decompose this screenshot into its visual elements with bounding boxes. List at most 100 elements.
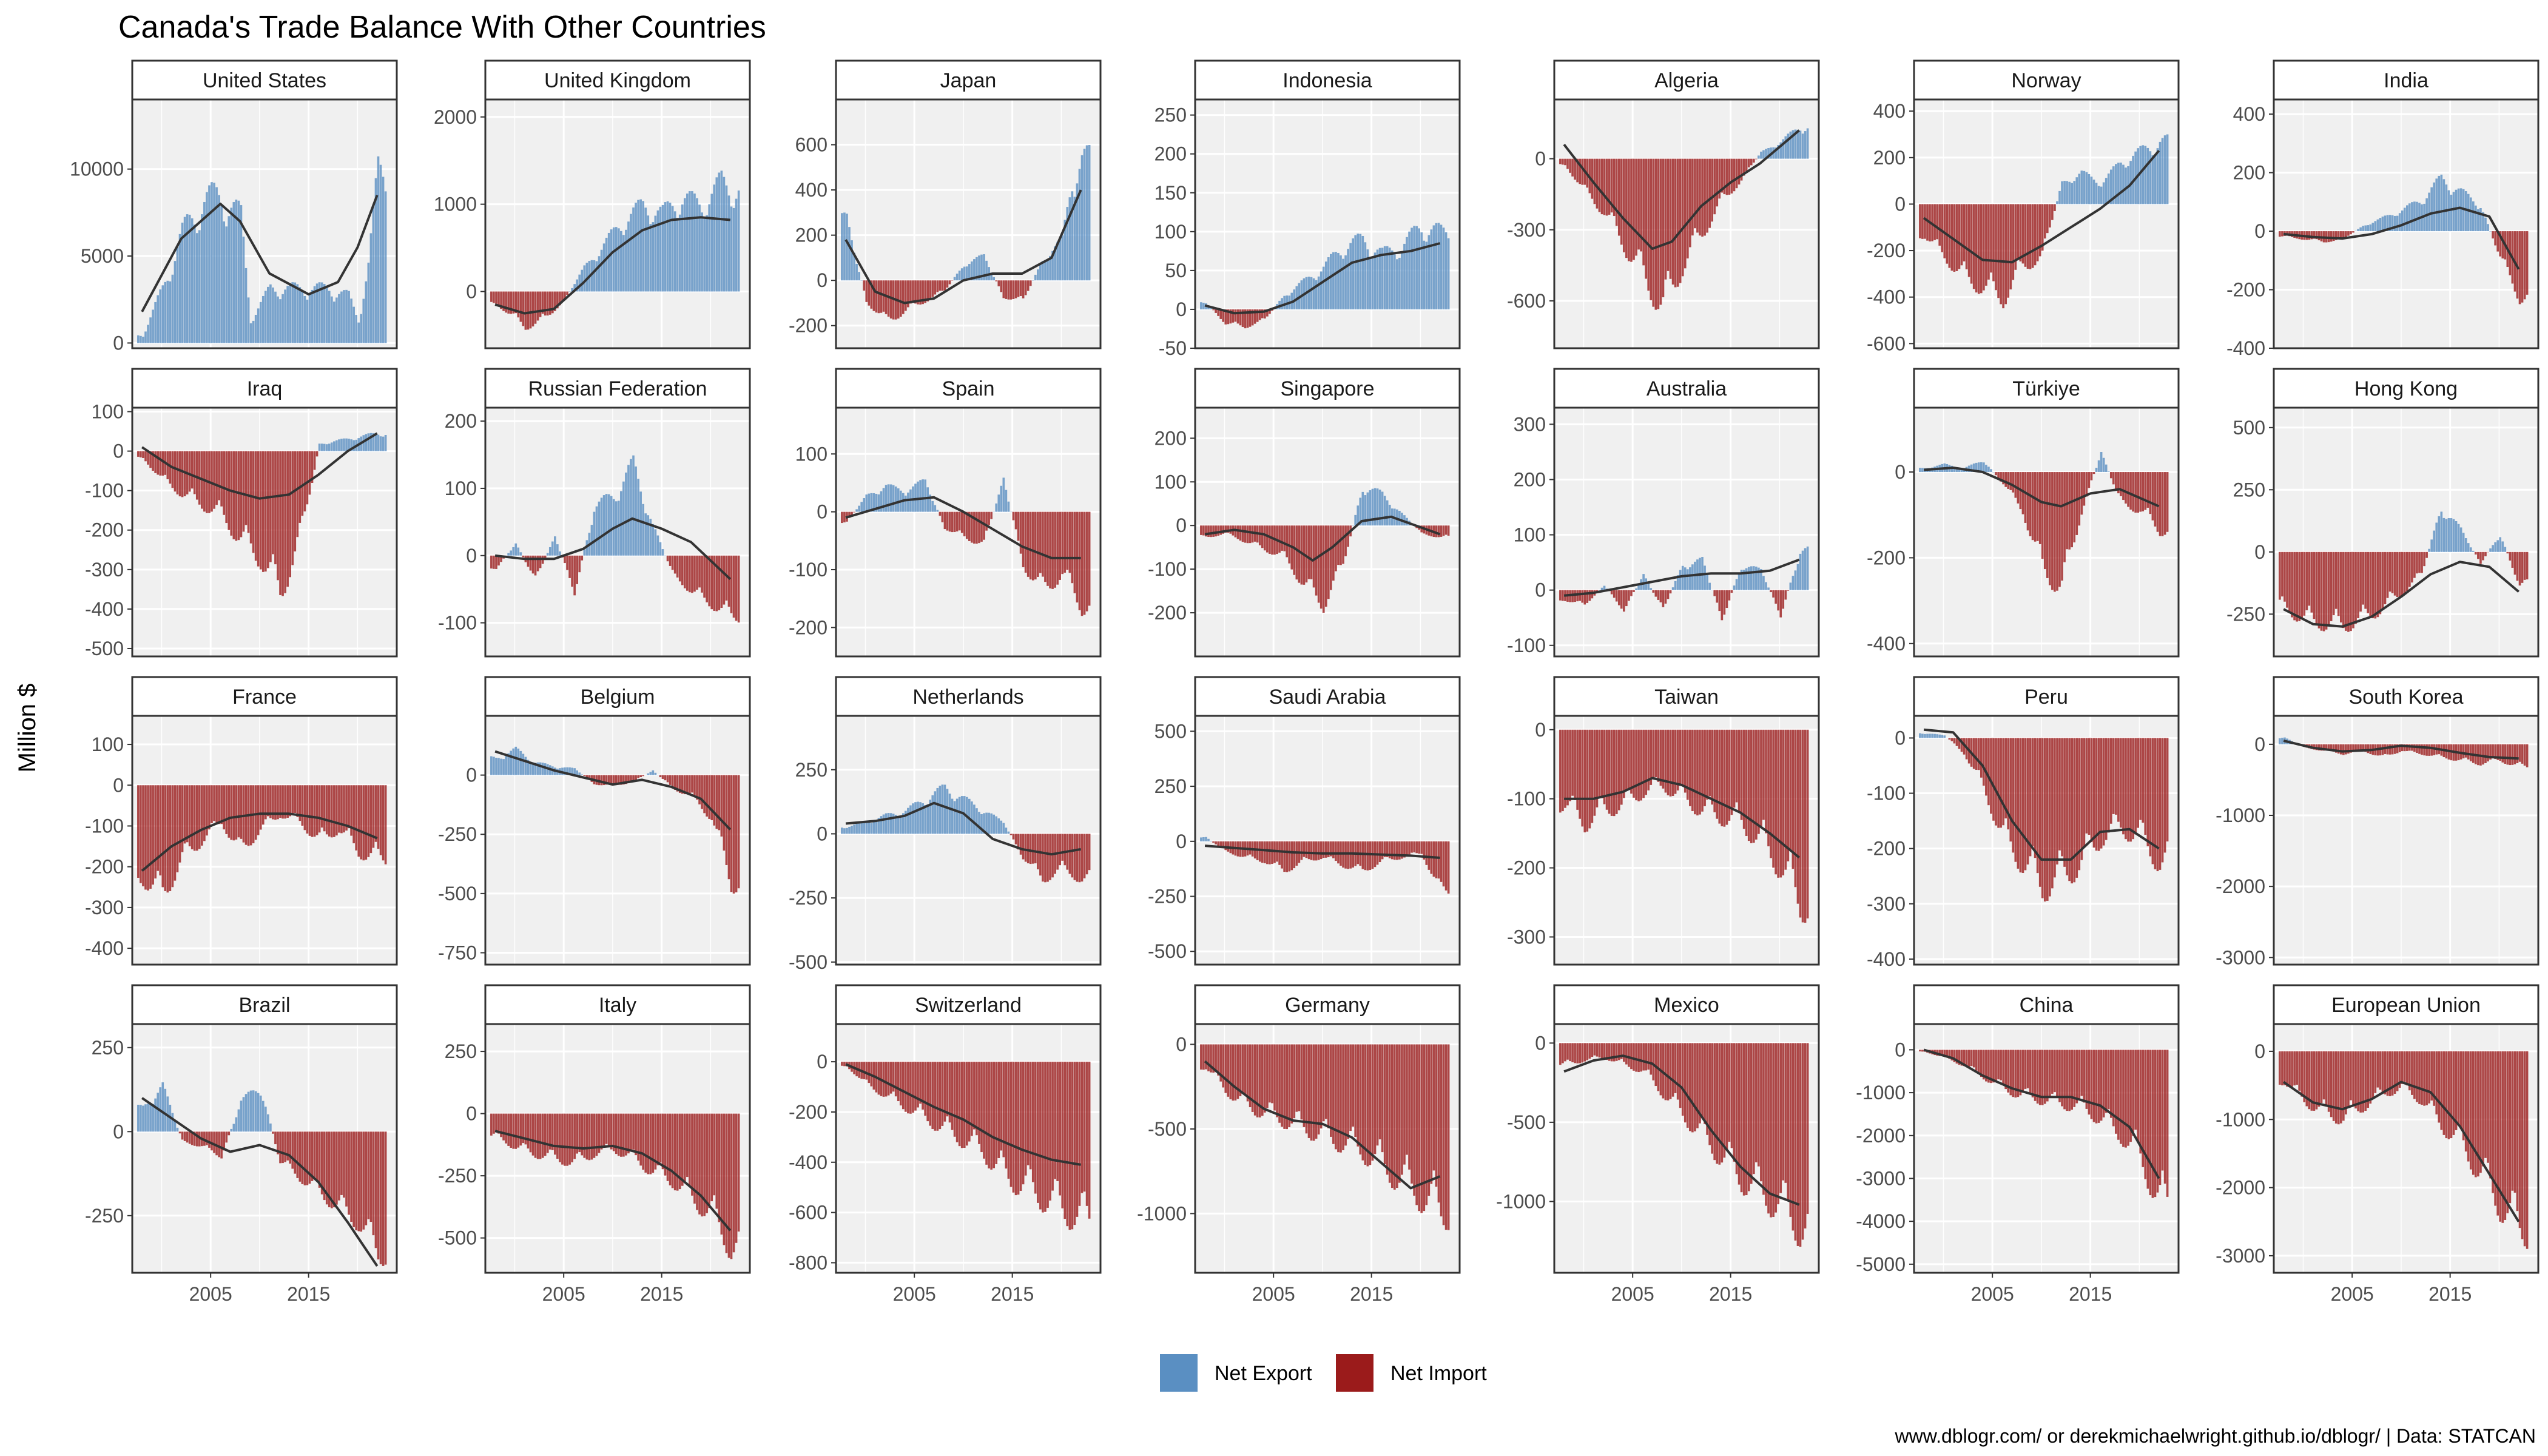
bar: [1383, 496, 1386, 526]
bar: [995, 816, 998, 834]
bar: [527, 1113, 530, 1149]
bar: [374, 1131, 377, 1249]
bar: [2112, 472, 2115, 485]
bar: [612, 1113, 615, 1151]
bar: [2127, 738, 2129, 842]
bar: [2073, 181, 2076, 204]
bar: [2149, 472, 2152, 514]
bar: [1359, 1044, 1362, 1154]
bar: [2054, 204, 2056, 211]
bar: [843, 1062, 846, 1067]
bar: [914, 802, 917, 834]
bar: [1799, 130, 1802, 159]
bar: [218, 451, 220, 500]
bar: [240, 785, 243, 839]
bar: [968, 511, 971, 541]
bar: [1080, 155, 1084, 281]
bar: [698, 775, 701, 804]
bar: [2031, 472, 2034, 541]
bar: [637, 1113, 639, 1161]
bar: [497, 758, 500, 775]
bar: [2369, 551, 2372, 617]
bar: [291, 1131, 294, 1169]
bar: [2041, 738, 2044, 898]
bar: [2322, 551, 2325, 632]
bar: [1742, 158, 1745, 176]
bar: [2345, 231, 2347, 237]
bar: [1386, 1044, 1389, 1175]
bar: [1054, 1062, 1056, 1179]
bar: [495, 555, 497, 569]
bar: [159, 289, 162, 343]
bar: [1390, 841, 1394, 860]
trend-line: [494, 216, 730, 315]
bar: [2012, 204, 2015, 280]
bar: [1782, 1043, 1785, 1181]
bar: [2482, 744, 2484, 765]
y-tick-label: 150: [1154, 182, 1187, 204]
bar: [2408, 203, 2411, 232]
y-tick-label: 0: [1176, 1033, 1187, 1055]
y-tick-label: -100: [85, 815, 124, 837]
plot-background: [1195, 716, 1460, 965]
bar: [171, 785, 174, 888]
bar: [379, 164, 382, 343]
bar: [851, 826, 853, 834]
bar: [2492, 545, 2494, 552]
bar: [2421, 551, 2423, 573]
bar: [1801, 133, 1804, 159]
strip: [484, 676, 751, 717]
bar: [2472, 1051, 2475, 1175]
bar: [2083, 170, 2086, 204]
bar: [261, 785, 265, 825]
bar: [556, 544, 559, 556]
bar: [588, 1113, 591, 1161]
bar: [161, 1082, 164, 1132]
bar: [269, 1123, 272, 1132]
bar: [625, 229, 627, 292]
bar: [1992, 472, 1995, 473]
bar: [1652, 1043, 1655, 1080]
bar: [2288, 1051, 2291, 1088]
bar: [968, 1062, 971, 1142]
bar: [573, 1113, 576, 1159]
bar: [159, 451, 162, 476]
bar: [360, 785, 363, 860]
bar: [576, 770, 579, 775]
bar: [318, 282, 321, 343]
bar: [2132, 738, 2134, 840]
bar: [2511, 1051, 2514, 1191]
bar: [965, 511, 968, 539]
bar: [1437, 223, 1440, 309]
bar: [1799, 553, 1802, 590]
bar: [1078, 169, 1081, 281]
bar: [2393, 744, 2396, 754]
bar: [676, 1113, 679, 1191]
bar: [669, 555, 672, 566]
bar: [2381, 216, 2384, 232]
bar: [2120, 472, 2122, 496]
bar: [1630, 729, 1633, 794]
bar: [1000, 820, 1003, 834]
bar: [505, 756, 507, 775]
bar: [1241, 309, 1244, 327]
bar: [2046, 204, 2049, 234]
bar: [529, 291, 532, 329]
bar: [1413, 1044, 1415, 1196]
y-tick-label: 0: [2254, 541, 2265, 563]
bar: [1051, 251, 1054, 281]
bar: [627, 775, 630, 784]
bar: [1708, 1043, 1711, 1145]
bar: [1579, 729, 1582, 819]
bar: [1039, 265, 1042, 281]
bar: [2403, 744, 2406, 752]
bar: [2425, 551, 2428, 558]
bar: [1593, 158, 1596, 204]
legend-swatch-net-export: [1160, 1354, 1198, 1392]
bar: [1349, 1044, 1352, 1131]
bar: [1361, 1044, 1364, 1161]
bar: [1049, 511, 1051, 588]
bar: [213, 1131, 215, 1153]
bar: [559, 551, 561, 556]
bar: [311, 451, 314, 483]
